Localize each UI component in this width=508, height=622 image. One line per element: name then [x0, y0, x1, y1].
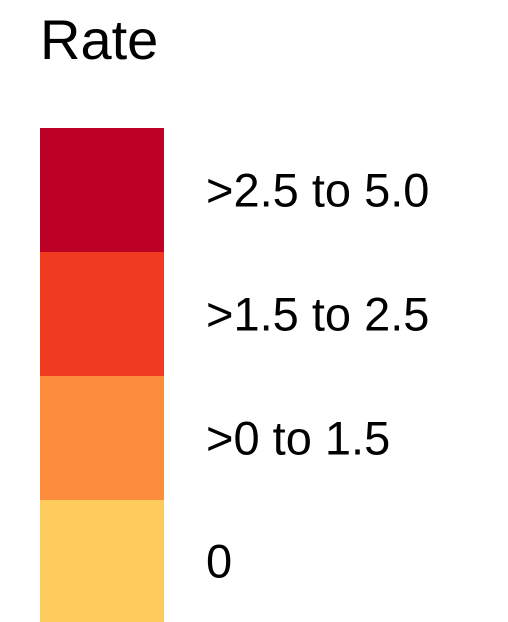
legend-swatch — [40, 500, 164, 622]
legend-swatch — [40, 252, 164, 376]
legend-title: Rate — [40, 8, 159, 71]
legend-item: >2.5 to 5.0 — [40, 128, 508, 252]
legend-swatch — [40, 376, 164, 500]
legend-item: >0 to 1.5 — [40, 376, 508, 500]
legend-label: >1.5 to 2.5 — [206, 287, 430, 341]
legend-label: 0 — [206, 534, 233, 588]
legend-label: >2.5 to 5.0 — [206, 163, 430, 217]
legend-item: >1.5 to 2.5 — [40, 252, 508, 376]
legend-item: 0 — [40, 500, 508, 622]
legend-swatch — [40, 128, 164, 252]
legend-label: >0 to 1.5 — [206, 411, 391, 465]
